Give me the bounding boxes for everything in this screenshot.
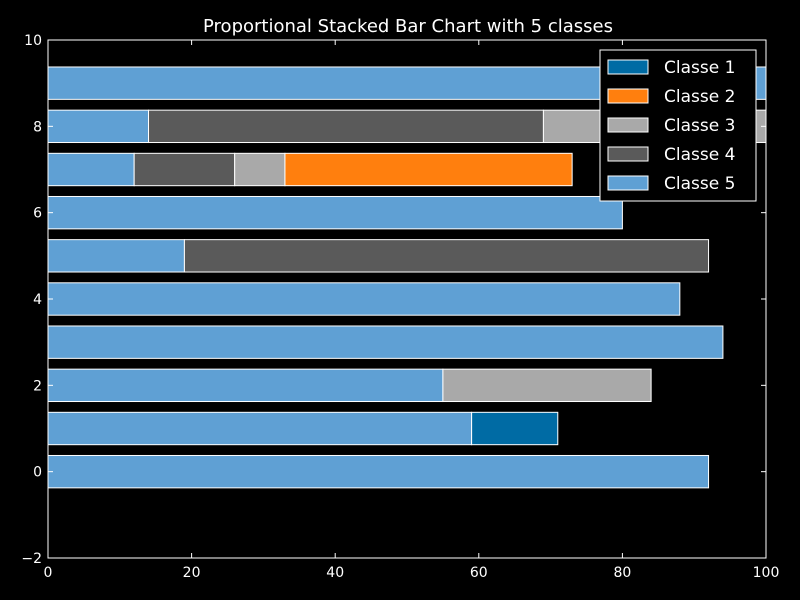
legend-label-classe-1: Classe 1 bbox=[664, 58, 735, 78]
legend-swatch-classe-5 bbox=[607, 175, 649, 191]
bar-segment-6-classe-5 bbox=[47, 195, 623, 230]
bar-segment-2-classe-3 bbox=[442, 368, 652, 403]
legend-label-classe-5: Classe 5 bbox=[664, 174, 735, 194]
y-tick-label: −2 bbox=[21, 551, 42, 567]
bar-segment-3-classe-5 bbox=[47, 325, 724, 359]
bar-segment-7-classe-3 bbox=[234, 152, 286, 187]
y-tick-label: 8 bbox=[33, 119, 42, 135]
bar-segment-8-classe-4 bbox=[148, 109, 544, 144]
y-tick-label: 4 bbox=[33, 292, 42, 308]
legend-label-classe-3: Classe 3 bbox=[664, 116, 735, 136]
x-tick-label: 0 bbox=[44, 565, 53, 581]
bar-segment-8-classe-5 bbox=[47, 109, 150, 144]
chart-title: Proportional Stacked Bar Chart with 5 cl… bbox=[203, 16, 613, 37]
bar-segment-4-classe-5 bbox=[47, 282, 681, 316]
bar-segment-2-classe-5 bbox=[47, 368, 444, 403]
bar-segment-1-classe-1 bbox=[471, 411, 559, 446]
legend: Classe 1 Classe 2 Classe 3 Classe 4 Classe 5 bbox=[599, 49, 757, 202]
bar-segment-5-classe-4 bbox=[183, 239, 710, 273]
y-tick-label: 6 bbox=[33, 206, 42, 222]
x-tick-label: 40 bbox=[326, 565, 344, 581]
legend-swatch-classe-2 bbox=[607, 88, 649, 104]
y-tick-label: 2 bbox=[33, 378, 42, 394]
bar-segment-7-classe-4 bbox=[133, 152, 236, 187]
x-tick-label: 80 bbox=[613, 565, 631, 581]
y-tick-label: 0 bbox=[33, 465, 42, 481]
bar-segment-0-classe-5 bbox=[47, 454, 710, 489]
bar-segment-5-classe-5 bbox=[47, 239, 185, 273]
x-tick-label: 100 bbox=[753, 565, 780, 581]
legend-swatch-classe-1 bbox=[607, 59, 649, 75]
x-tick-label: 20 bbox=[183, 565, 201, 581]
legend-label-classe-2: Classe 2 bbox=[664, 87, 735, 107]
legend-swatch-classe-3 bbox=[607, 117, 649, 133]
bar-segment-7-classe-2 bbox=[284, 152, 573, 187]
x-tick-label: 60 bbox=[470, 565, 488, 581]
legend-label-classe-4: Classe 4 bbox=[664, 145, 735, 165]
y-tick-label: 10 bbox=[24, 33, 42, 49]
legend-swatch-classe-4 bbox=[607, 146, 649, 162]
bar-segment-7-classe-5 bbox=[47, 152, 135, 187]
bar-segment-1-classe-5 bbox=[47, 411, 473, 446]
